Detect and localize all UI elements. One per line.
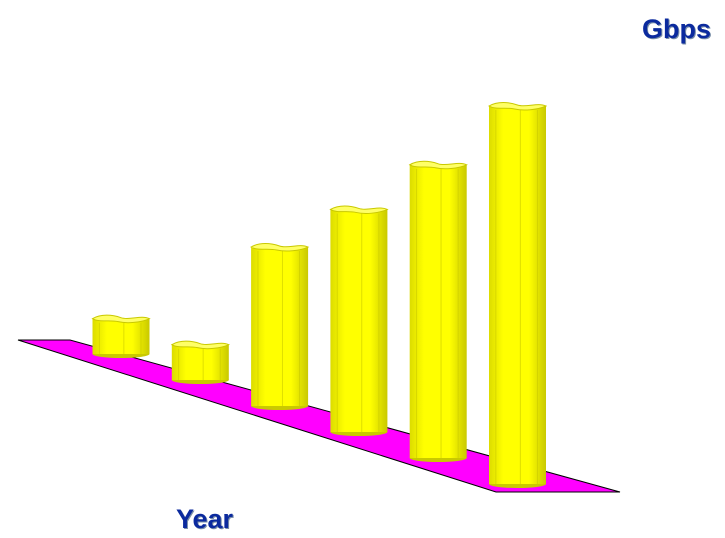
x-axis-label: Year xyxy=(176,504,234,534)
bar-body xyxy=(171,344,229,380)
bar-body xyxy=(489,106,546,484)
bar-cap xyxy=(408,160,468,170)
bar-4 xyxy=(329,205,389,436)
bar-cap xyxy=(250,243,310,252)
bar-cap xyxy=(91,314,151,324)
bar-3 xyxy=(250,243,310,410)
bar-cap xyxy=(329,205,389,214)
bars-group xyxy=(91,102,548,488)
y-axis-label: Gbps xyxy=(641,14,711,44)
bar-body xyxy=(251,247,309,406)
bar-1 xyxy=(91,314,151,358)
bar-body xyxy=(92,318,150,354)
bar-cap xyxy=(488,102,548,111)
bar-body xyxy=(330,209,388,432)
chart-floor xyxy=(17,339,621,493)
bar-6 xyxy=(488,102,548,488)
bar-body xyxy=(409,164,467,459)
bar-5 xyxy=(408,160,468,462)
bar-cap xyxy=(170,340,230,350)
bar-2 xyxy=(170,340,230,384)
